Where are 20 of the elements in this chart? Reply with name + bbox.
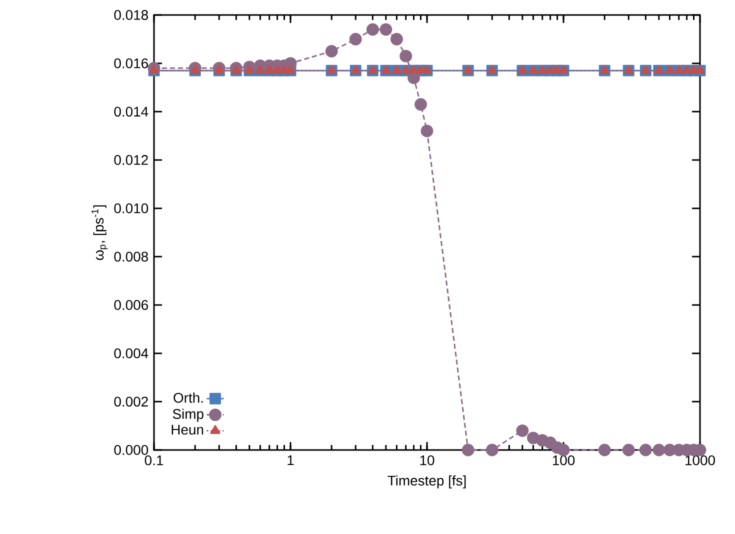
y-axis-title: ω$_{p}$, [ps$^{-1}$] xyxy=(92,205,108,260)
y-tick-label: 0.012 xyxy=(114,155,148,165)
x-tick-label: 100 xyxy=(552,455,575,466)
x-axis-title: Timestep [fs] xyxy=(388,475,466,488)
y-tick-label: 0.000 xyxy=(114,445,148,455)
x-tick-label: 10 xyxy=(420,455,434,466)
x-tick-label: 0.1 xyxy=(144,455,164,466)
y-tick-label: 0.014 xyxy=(114,106,148,117)
x-tick-label: 1000 xyxy=(686,455,715,466)
y-tick-label: 0.010 xyxy=(114,203,148,214)
y-tick-label: 0.006 xyxy=(114,300,148,310)
y-tick-label: 0.004 xyxy=(114,348,148,358)
y-tick-label: 0.002 xyxy=(114,396,148,407)
legend-label: Simp xyxy=(172,408,204,422)
y-tick-label: 0.008 xyxy=(114,252,148,262)
legend-label: Orth. xyxy=(174,392,203,403)
legend-label: Heun xyxy=(172,424,204,435)
x-tick-label: 1 xyxy=(288,455,294,465)
y-tick-label: 0.016 xyxy=(114,58,148,68)
y-tick-label: 0.018 xyxy=(114,10,148,20)
